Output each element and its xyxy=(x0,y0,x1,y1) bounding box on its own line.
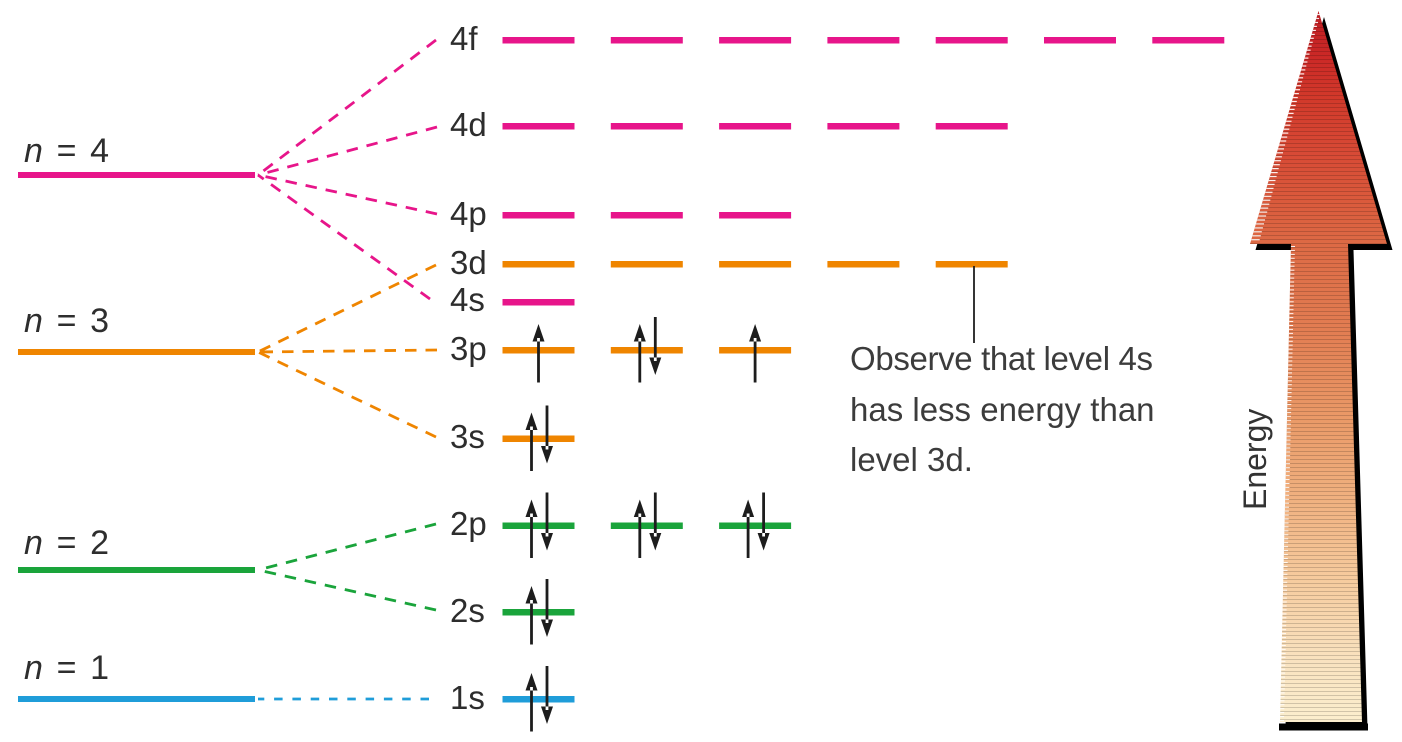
svg-text:n = 3: n = 3 xyxy=(24,302,109,340)
svg-text:2p: 2p xyxy=(450,505,487,542)
svg-text:3d: 3d xyxy=(450,244,487,281)
svg-text:n = 2: n = 2 xyxy=(24,524,109,562)
svg-text:4s: 4s xyxy=(450,281,485,318)
svg-text:4p: 4p xyxy=(450,195,487,232)
svg-text:1s: 1s xyxy=(450,679,485,716)
svg-text:3p: 3p xyxy=(450,330,487,367)
svg-text:level 3d.: level 3d. xyxy=(850,441,973,478)
svg-text:n = 4: n = 4 xyxy=(24,132,109,170)
svg-text:3s: 3s xyxy=(450,418,485,455)
svg-text:4d: 4d xyxy=(450,106,487,143)
svg-text:n = 1: n = 1 xyxy=(24,649,109,687)
svg-text:has less energy than: has less energy than xyxy=(850,391,1155,428)
svg-text:Observe that level 4s: Observe that level 4s xyxy=(850,340,1153,377)
svg-text:Energy: Energy xyxy=(1237,409,1273,510)
svg-text:2s: 2s xyxy=(450,592,485,629)
svg-text:4f: 4f xyxy=(450,20,478,57)
